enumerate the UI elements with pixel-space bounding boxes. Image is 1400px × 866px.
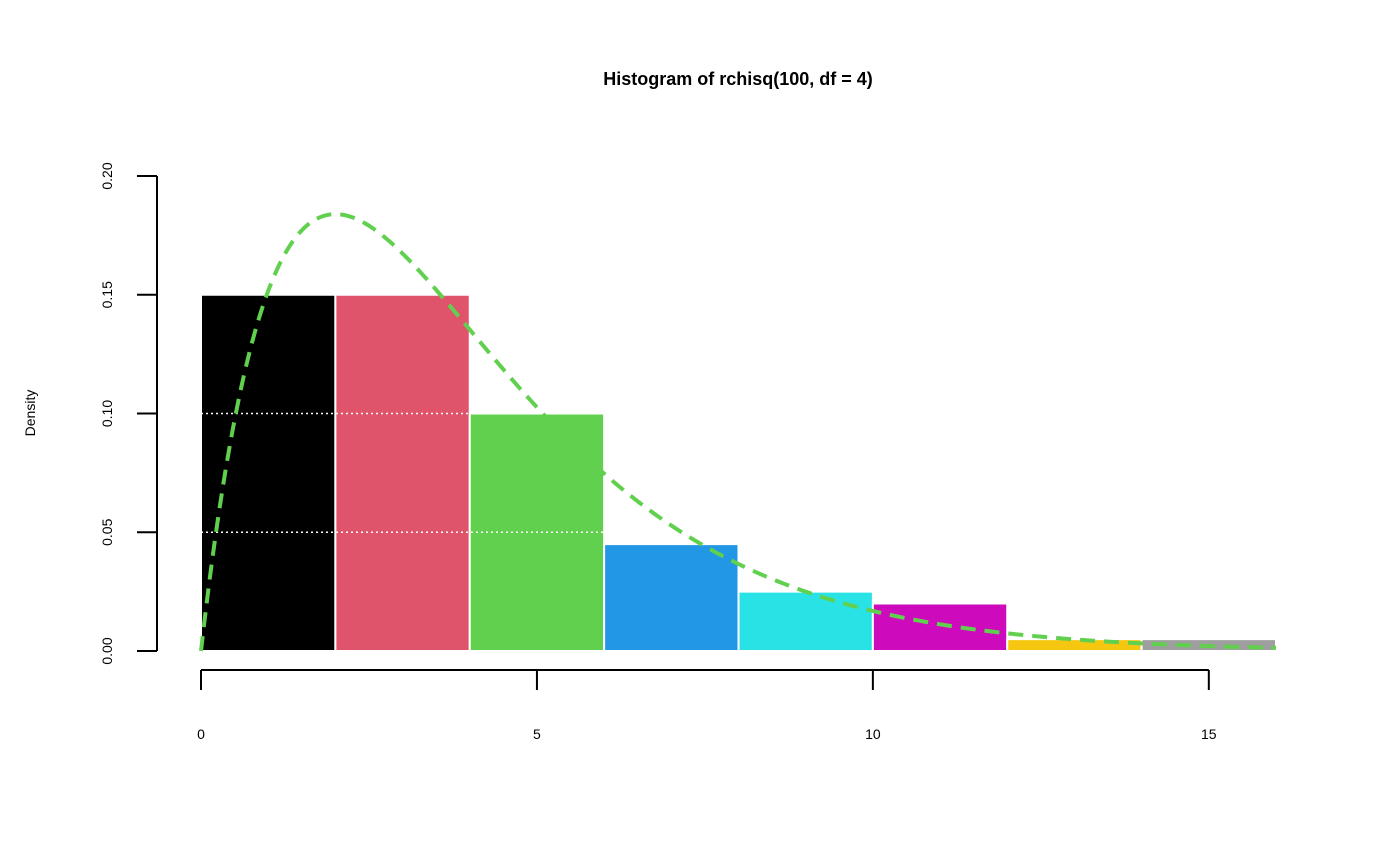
y-tick-label-4: 0.20 xyxy=(99,162,115,189)
y-axis: 0.00 0.05 0.10 0.15 0.20 xyxy=(99,162,158,665)
chart-title: Histogram of rchisq(100, df = 4) xyxy=(603,69,873,89)
histogram-bar-4 xyxy=(603,543,740,652)
histogram-bar-2 xyxy=(334,293,471,652)
y-tick-label-3: 0.15 xyxy=(99,281,115,308)
y-tick-label-1: 0.05 xyxy=(99,518,115,545)
histogram-bar-6 xyxy=(871,602,1009,652)
x-axis: 0 5 10 15 xyxy=(197,669,1217,742)
histogram-bar-7 xyxy=(1006,638,1143,652)
y-tick-label-2: 0.10 xyxy=(99,400,115,427)
grid-lines xyxy=(201,412,605,534)
y-axis-title: Density xyxy=(22,390,38,437)
x-tick-label-1: 5 xyxy=(533,726,541,742)
histogram-bar-5 xyxy=(737,590,874,652)
density-curve xyxy=(199,212,1277,652)
histogram-bar-1 xyxy=(200,293,337,652)
x-tick-label-3: 15 xyxy=(1201,726,1217,742)
x-tick-label-2: 10 xyxy=(865,726,881,742)
bars-group xyxy=(200,293,1277,652)
x-tick-label-0: 0 xyxy=(197,726,205,742)
y-tick-label-0: 0.00 xyxy=(99,637,115,664)
